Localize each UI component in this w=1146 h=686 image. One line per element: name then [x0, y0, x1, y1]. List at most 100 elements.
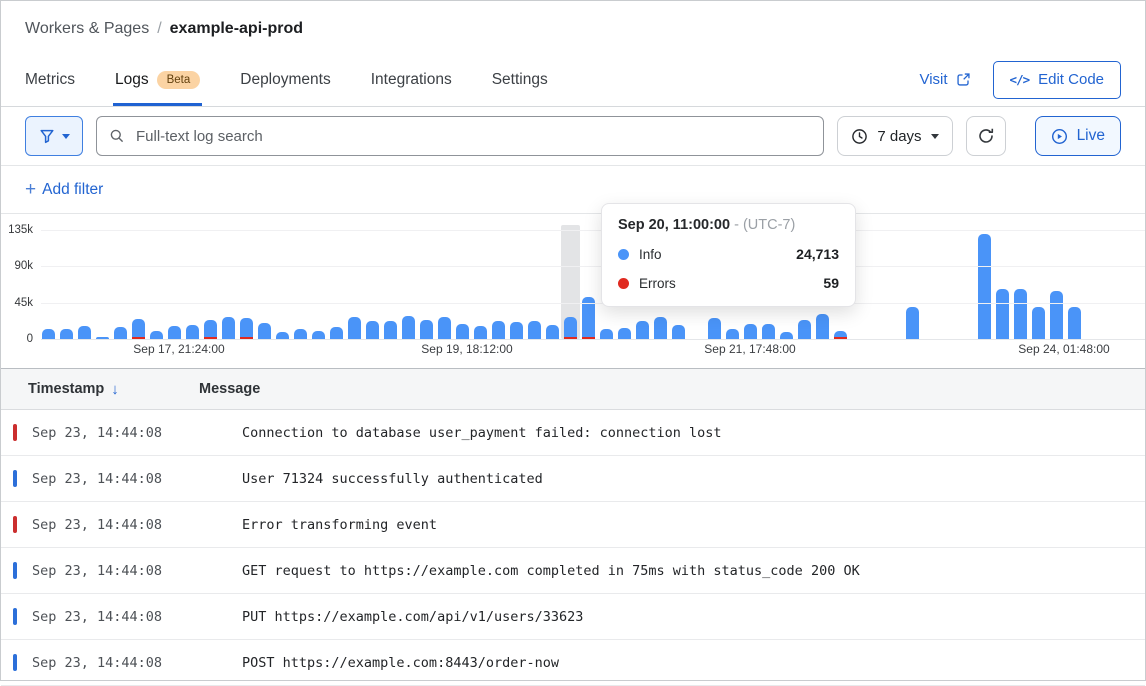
chart-bar[interactable] — [150, 330, 163, 339]
chart-bar[interactable] — [132, 319, 145, 339]
chart-bar[interactable] — [78, 326, 91, 339]
chart-bar[interactable] — [1068, 306, 1081, 339]
refresh-button[interactable] — [965, 116, 1006, 156]
chart-bar[interactable] — [636, 321, 649, 339]
chart-bar[interactable] — [96, 336, 109, 339]
chart-bar[interactable] — [618, 327, 631, 339]
tab-deployments[interactable]: Deployments — [240, 53, 330, 106]
log-timestamp: Sep 23, 14:44:08 — [32, 516, 163, 533]
tab-logs[interactable]: Logs Beta — [112, 53, 203, 106]
bar-info-segment — [132, 319, 145, 337]
search-box[interactable] — [96, 116, 825, 156]
tooltip-series-value: 24,713 — [796, 246, 839, 262]
chart-bar[interactable] — [186, 325, 199, 339]
chart-bar[interactable] — [726, 328, 739, 339]
add-filter-button[interactable]: + Add filter — [25, 180, 103, 199]
chart-bar[interactable] — [60, 328, 73, 339]
log-row[interactable]: Sep 23, 14:44:08 POST https://example.com… — [1, 640, 1145, 686]
bar-info-segment — [348, 317, 361, 339]
chart-bar[interactable] — [1014, 288, 1027, 339]
chart-bar[interactable] — [420, 319, 433, 339]
chart-bar[interactable] — [564, 317, 577, 339]
chart-bar[interactable] — [384, 321, 397, 339]
bar-info-segment — [420, 319, 433, 339]
tab-integrations[interactable]: Integrations — [371, 53, 452, 106]
chart-bar[interactable] — [546, 325, 559, 339]
chart-bar[interactable] — [708, 318, 721, 339]
breadcrumb-section[interactable]: Workers & Pages — [25, 20, 150, 37]
log-row[interactable]: Sep 23, 14:44:08 Error transforming event — [1, 502, 1145, 548]
chart-bar[interactable] — [798, 320, 811, 339]
chart-bar[interactable] — [654, 317, 667, 339]
filter-dropdown-button[interactable] — [25, 116, 83, 156]
chart-bar[interactable] — [762, 323, 775, 339]
chart-bar[interactable] — [312, 330, 325, 339]
sort-desc-icon[interactable]: ↓ — [111, 380, 119, 398]
chart-bar[interactable] — [366, 321, 379, 339]
chart-bar[interactable] — [402, 315, 415, 339]
bar-info-segment — [906, 306, 919, 339]
chart-bar[interactable] — [600, 328, 613, 339]
tooltip-title: Sep 20, 11:00:00 - (UTC-7) — [618, 217, 839, 233]
tooltip-row: Info 24,713 — [618, 246, 839, 262]
chart-bar[interactable] — [240, 318, 253, 339]
chart-bar[interactable] — [438, 317, 451, 339]
time-range-button[interactable]: 7 days — [837, 116, 953, 156]
chart-bar[interactable] — [348, 317, 361, 339]
chart-bar[interactable] — [492, 321, 505, 339]
chart-bar[interactable] — [744, 323, 757, 339]
chart-bar[interactable] — [330, 326, 343, 339]
log-row[interactable]: Sep 23, 14:44:08 User 71324 successfully … — [1, 456, 1145, 502]
chart-bar[interactable] — [276, 332, 289, 339]
chart-bar[interactable] — [168, 326, 181, 339]
log-row[interactable]: Sep 23, 14:44:08 PUT https://example.com/… — [1, 594, 1145, 640]
chart-bar[interactable] — [780, 331, 793, 339]
bar-info-segment — [204, 320, 217, 337]
chart-bar[interactable] — [978, 234, 991, 339]
severity-indicator-info — [13, 608, 17, 625]
chart-bar[interactable] — [528, 321, 541, 339]
chart-bar[interactable] — [582, 296, 595, 339]
severity-indicator-info — [13, 562, 17, 579]
chart-bar[interactable] — [114, 326, 127, 339]
chart-bar[interactable] — [294, 329, 307, 339]
chart-bar[interactable] — [204, 320, 217, 339]
chart-bar[interactable] — [474, 326, 487, 339]
tab-metrics[interactable]: Metrics — [25, 53, 75, 106]
chart-bar[interactable] — [1050, 290, 1063, 339]
chart-bar[interactable] — [258, 322, 271, 339]
chart-bar[interactable] — [816, 313, 829, 339]
gridline — [41, 266, 1145, 268]
bar-info-segment — [312, 330, 325, 339]
chart-tooltip: Sep 20, 11:00:00 - (UTC-7) Info 24,713 Err… — [601, 203, 856, 307]
tab-label: Metrics — [25, 70, 75, 88]
chart-bar[interactable] — [996, 288, 1009, 339]
chart-bar[interactable] — [1032, 306, 1045, 339]
bar-error-segment — [204, 337, 217, 339]
column-header-timestamp[interactable]: Timestamp ↓ — [1, 381, 199, 398]
tooltip-rows: Info 24,713 Errors 59 — [618, 246, 839, 291]
log-row[interactable]: Sep 23, 14:44:08 GET request to https://e… — [1, 548, 1145, 594]
tabs: Metrics Logs Beta Deployments Integrations Se… — [25, 53, 588, 106]
chart-bar[interactable] — [456, 324, 469, 339]
column-header-message: Message — [199, 381, 261, 397]
chart-bar[interactable] — [222, 317, 235, 339]
visit-link[interactable]: Visit — [919, 71, 970, 88]
chart-bar[interactable] — [906, 306, 919, 339]
bar-info-segment — [600, 328, 613, 339]
log-timestamp: Sep 23, 14:44:08 — [32, 424, 163, 441]
timestamp-column-label: Timestamp — [28, 381, 105, 397]
live-button[interactable]: Live — [1034, 116, 1121, 156]
tab-settings[interactable]: Settings — [492, 53, 548, 106]
search-input[interactable] — [134, 126, 812, 146]
log-message: POST https://example.com:8443/order-now — [242, 654, 559, 671]
bar-info-segment — [780, 331, 793, 339]
chart-bar[interactable] — [672, 325, 685, 339]
log-row[interactable]: Sep 23, 14:44:08 Connection to database u… — [1, 410, 1145, 456]
beta-badge: Beta — [156, 70, 201, 89]
chart-bar[interactable] — [42, 329, 55, 339]
edit-code-button[interactable]: </> Edit Code — [992, 60, 1121, 99]
bar-info-segment — [96, 336, 109, 339]
chart-bar[interactable] — [834, 330, 847, 339]
chart-bar[interactable] — [510, 322, 523, 339]
